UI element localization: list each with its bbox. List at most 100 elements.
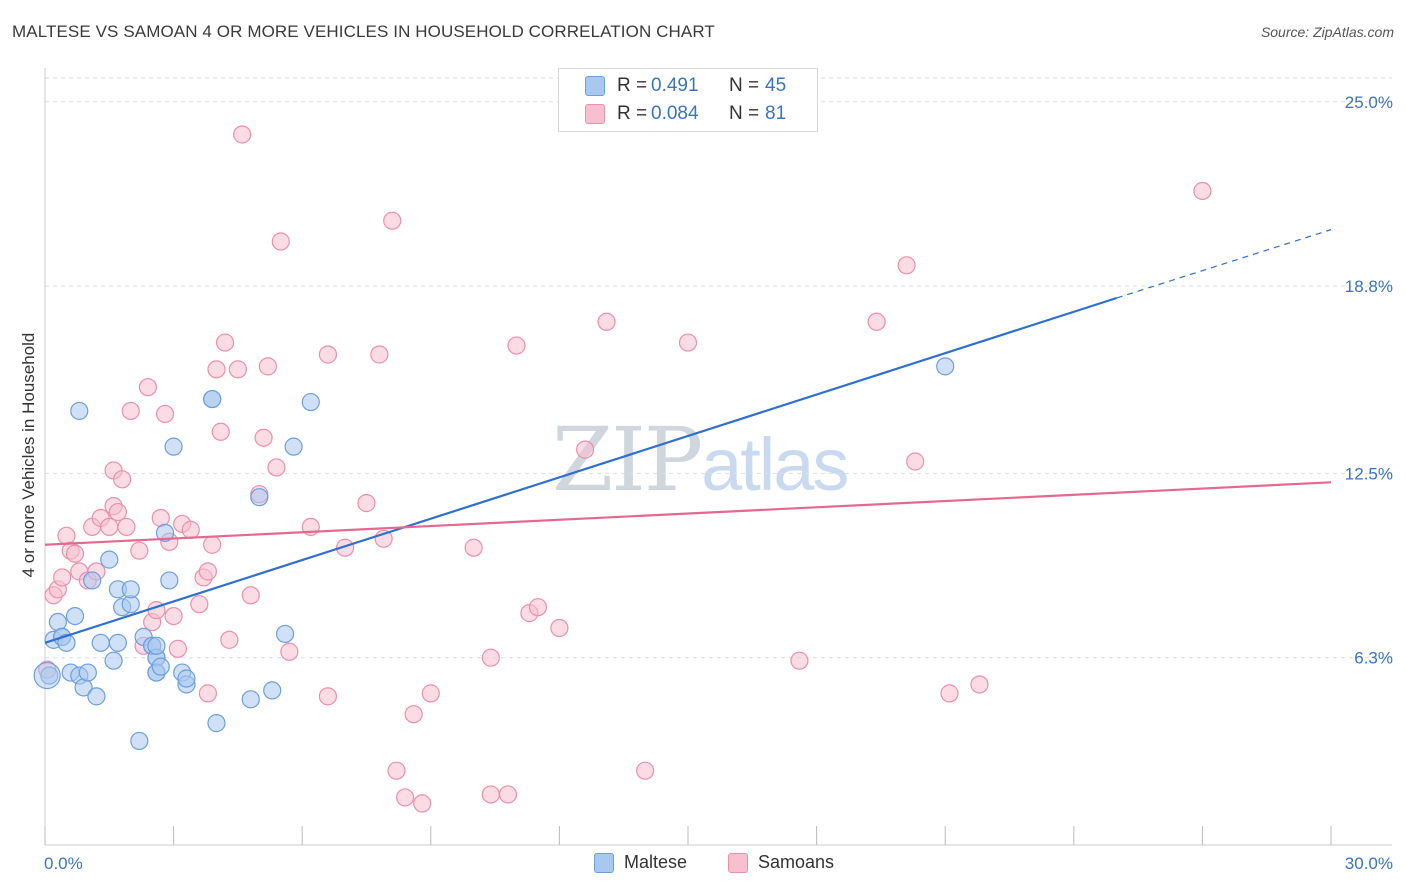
legend-row-maltese: R = 0.491 N = 45 xyxy=(585,73,786,99)
samoan-swatch xyxy=(728,852,748,873)
bottom-legend-samoans: Samoans xyxy=(728,852,834,873)
watermark-atlas: atlas xyxy=(701,423,849,506)
samoans-point xyxy=(413,794,432,813)
y-tick-label: 6.3% xyxy=(1354,649,1393,668)
maltese-point xyxy=(87,687,106,706)
samoans-point xyxy=(164,606,183,626)
samoans-point xyxy=(481,648,500,667)
samoans-point xyxy=(168,639,187,658)
samoans-point xyxy=(267,458,286,477)
watermark-zip: ZIP xyxy=(552,408,703,511)
samoans-point xyxy=(53,568,72,587)
samoans-point xyxy=(678,333,698,352)
maltese-point xyxy=(78,663,97,682)
source-label: Source: ZipAtlas.com xyxy=(1260,24,1394,40)
samoans-points xyxy=(38,125,1212,813)
samoans-point xyxy=(198,562,217,581)
legend-r-value: 0.084 xyxy=(651,103,699,124)
samoans-point xyxy=(254,428,273,447)
samoans-point xyxy=(138,378,157,397)
x-tick-label: 30.0% xyxy=(1345,854,1393,873)
samoans-point xyxy=(383,211,402,230)
maltese-swatch xyxy=(585,76,605,96)
legend-row-samoans: R = 0.084 N = 81 xyxy=(585,101,786,127)
samoans-point xyxy=(528,598,548,617)
samoans-point xyxy=(121,401,140,421)
samoans-label: Samoans xyxy=(758,852,835,872)
maltese-point xyxy=(108,633,127,652)
legend-n-value: 45 xyxy=(765,75,787,96)
maltese-point xyxy=(104,651,123,670)
samoans-point xyxy=(65,544,85,563)
samoans-point xyxy=(241,586,260,605)
maltese-point xyxy=(241,690,260,709)
samoans-point xyxy=(387,761,406,780)
samoans-point xyxy=(498,785,518,804)
maltese-point xyxy=(207,714,226,733)
samoans-point xyxy=(117,517,136,537)
x-tick-label: 0.0% xyxy=(44,854,83,873)
maltese-point xyxy=(65,606,85,626)
maltese-point xyxy=(130,731,149,751)
samoans-point xyxy=(271,232,290,251)
y-tick-label: 25.0% xyxy=(1345,93,1393,112)
samoans-point xyxy=(464,538,483,557)
maltese-point xyxy=(70,401,89,421)
samoans-point xyxy=(507,336,526,355)
maltese-point xyxy=(91,633,110,652)
samoans-point xyxy=(318,687,338,706)
maltese-point-large xyxy=(33,661,61,690)
samoans-point xyxy=(280,642,299,661)
maltese-swatch xyxy=(594,852,614,873)
maltese-trendline xyxy=(44,296,1118,644)
samoans-trendline xyxy=(44,481,1332,546)
samoans-point xyxy=(155,404,175,424)
samoans-point xyxy=(906,452,925,471)
samoans-point xyxy=(215,333,235,352)
samoans-point xyxy=(481,785,500,804)
samoans-point xyxy=(897,256,916,275)
samoans-point xyxy=(258,357,278,376)
y-tick-label: 12.5% xyxy=(1345,464,1393,483)
samoans-point xyxy=(181,520,200,539)
samoan-swatch xyxy=(585,104,605,124)
maltese-point xyxy=(936,357,955,376)
maltese-point xyxy=(301,392,320,412)
maltese-point xyxy=(164,437,183,456)
maltese-point xyxy=(57,633,76,652)
maltese-point xyxy=(275,624,295,644)
samoans-point xyxy=(1193,181,1212,201)
maltese-point xyxy=(100,550,119,569)
samoans-point xyxy=(108,502,127,522)
maltese-point xyxy=(160,571,179,590)
samoans-point xyxy=(190,595,209,614)
legend-n-label: N = xyxy=(729,75,760,96)
legend-r-value: 0.491 xyxy=(651,75,699,96)
maltese-label: Maltese xyxy=(624,852,688,872)
maltese-points xyxy=(40,357,955,751)
samoans-point xyxy=(970,675,989,694)
legend-r-label: R = xyxy=(617,75,648,96)
maltese-point xyxy=(155,523,175,542)
samoans-point xyxy=(220,630,239,649)
samoans-point xyxy=(395,788,415,807)
samoans-point xyxy=(130,541,149,560)
samoans-point xyxy=(207,360,226,379)
maltese-point xyxy=(284,437,303,456)
samoans-point xyxy=(404,705,423,724)
maltese-point xyxy=(177,669,196,688)
samoans-point xyxy=(597,312,616,331)
bottom-legend-maltese: Maltese xyxy=(594,852,687,873)
chart-title: MALTESE VS SAMOAN 4 OR MORE VEHICLES IN … xyxy=(12,22,715,41)
samoans-point xyxy=(211,422,230,441)
samoans-point xyxy=(100,517,119,537)
samoans-point xyxy=(867,312,886,331)
samoans-point xyxy=(421,684,440,703)
samoans-point xyxy=(636,761,655,780)
maltese-trendline-extension xyxy=(1116,229,1332,299)
watermark: ZIPatlas xyxy=(552,408,849,511)
samoans-point xyxy=(576,440,595,459)
maltese-point xyxy=(203,389,222,409)
legend-n-label: N = xyxy=(729,103,760,124)
